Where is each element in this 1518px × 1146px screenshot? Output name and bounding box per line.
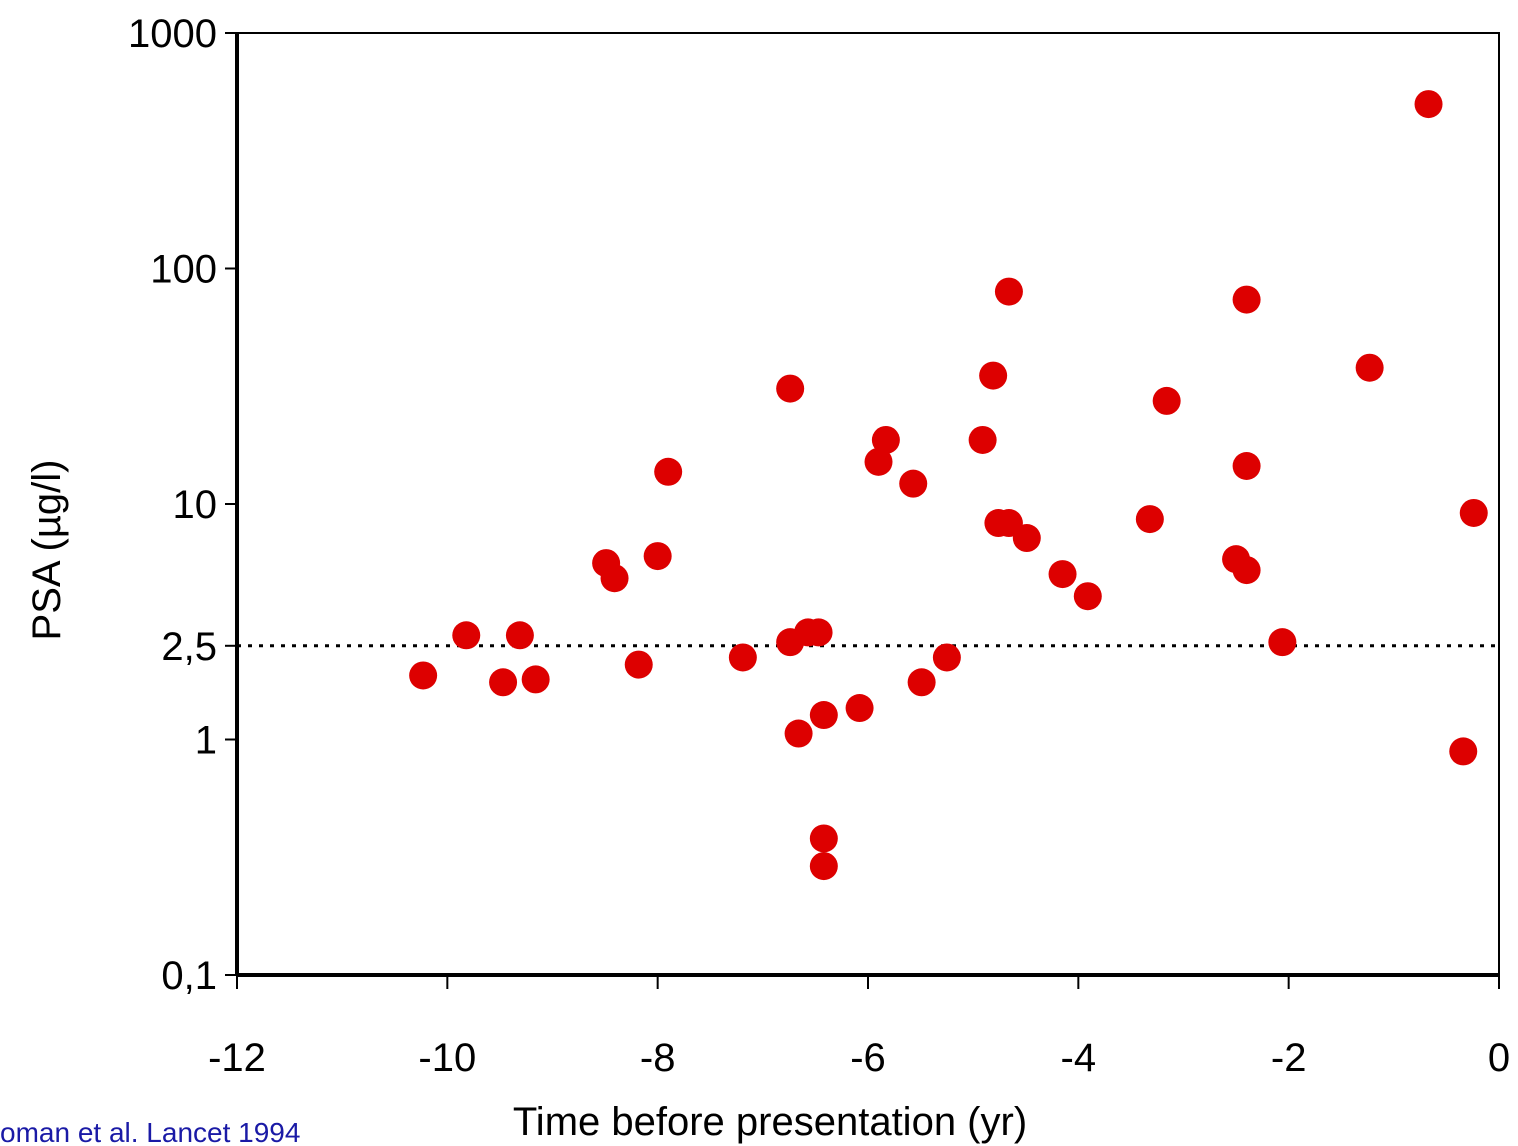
data-point bbox=[1268, 628, 1297, 657]
x-tick-label: -2 bbox=[1271, 1036, 1307, 1080]
data-point bbox=[643, 542, 672, 571]
y-tick-label: 1000 bbox=[128, 12, 217, 56]
data-point bbox=[809, 701, 838, 730]
y-tick-label: 100 bbox=[150, 248, 217, 292]
data-point bbox=[654, 457, 683, 486]
data-point bbox=[624, 650, 653, 679]
data-point bbox=[776, 374, 805, 403]
x-axis-label: Time before presentation (yr) bbox=[513, 1100, 1027, 1144]
data-point bbox=[899, 469, 928, 498]
data-point bbox=[521, 665, 550, 694]
data-point bbox=[489, 668, 518, 697]
data-point bbox=[784, 719, 813, 748]
data-point bbox=[600, 564, 629, 593]
data-point bbox=[809, 852, 838, 881]
x-tick-label: -12 bbox=[208, 1036, 266, 1080]
source-note: oman et al. Lancet 1994 bbox=[0, 1117, 300, 1146]
data-point bbox=[809, 824, 838, 853]
data-point bbox=[1232, 451, 1261, 480]
data-point bbox=[871, 425, 900, 454]
x-tick-label: -8 bbox=[640, 1036, 676, 1080]
data-point bbox=[864, 447, 893, 476]
data-point bbox=[728, 643, 757, 672]
data-point bbox=[932, 643, 961, 672]
data-point bbox=[1012, 524, 1041, 553]
data-point bbox=[804, 618, 833, 647]
data-point bbox=[452, 621, 481, 650]
data-point bbox=[1048, 560, 1077, 589]
data-point bbox=[845, 694, 874, 723]
y-tick-label: 0,1 bbox=[161, 954, 217, 998]
data-point bbox=[1449, 737, 1478, 766]
x-tick-label: -10 bbox=[418, 1036, 476, 1080]
x-tick-label: 0 bbox=[1488, 1036, 1510, 1080]
data-point bbox=[1073, 582, 1102, 611]
data-point bbox=[1232, 285, 1261, 314]
y-axis-label: PSA (µg/l) bbox=[25, 460, 69, 641]
plot-frame bbox=[236, 32, 1500, 976]
data-point bbox=[1355, 353, 1384, 382]
data-point bbox=[1414, 90, 1443, 119]
y-tick-label: 2,5 bbox=[161, 625, 217, 669]
data-point bbox=[994, 277, 1023, 306]
data-point bbox=[1459, 498, 1488, 527]
data-point bbox=[1135, 505, 1164, 534]
data-point bbox=[1232, 556, 1261, 585]
data-point bbox=[907, 668, 936, 697]
data-point bbox=[409, 661, 438, 690]
data-point bbox=[505, 621, 534, 650]
x-tick-label: -4 bbox=[1061, 1036, 1097, 1080]
data-point bbox=[979, 361, 1008, 390]
data-point bbox=[1152, 386, 1181, 415]
y-tick-label: 10 bbox=[173, 483, 218, 527]
x-tick-label: -6 bbox=[850, 1036, 886, 1080]
data-point bbox=[968, 425, 997, 454]
y-tick-label: 1 bbox=[195, 719, 217, 763]
